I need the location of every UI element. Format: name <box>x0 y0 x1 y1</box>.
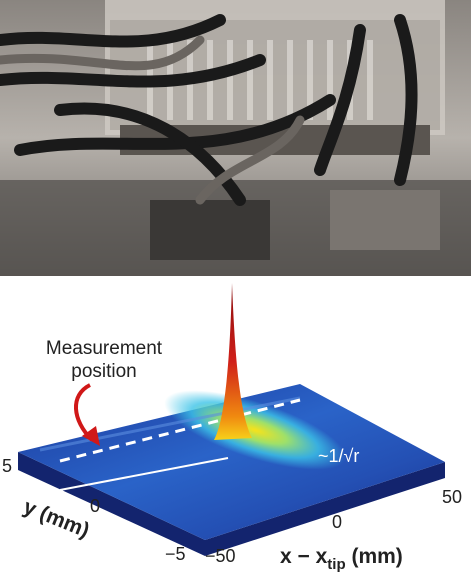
surface-side <box>18 452 445 556</box>
y-tick-label: 5 <box>2 456 12 476</box>
x-axis-label-sub: tip <box>327 556 345 573</box>
y-tick-label: 0 <box>90 496 100 516</box>
photo <box>0 0 471 276</box>
x-tick-label: −50 <box>205 546 236 566</box>
surface-glow <box>164 390 346 470</box>
x-tick-label: 50 <box>442 487 462 507</box>
tip-peak <box>214 283 252 440</box>
surface-plot <box>18 283 445 556</box>
x-tick-label: 0 <box>332 512 342 532</box>
arrow-head <box>82 426 100 446</box>
x-axis-label: x − xtip (mm) <box>280 545 403 573</box>
tip-line <box>59 457 229 491</box>
x-axis-label-unit: (mm) <box>346 545 403 568</box>
scaling-label: ~1/√r <box>318 446 359 466</box>
annotation: position <box>71 361 137 382</box>
y-axis-label: y (mm) <box>20 495 92 542</box>
ridge <box>39 396 301 452</box>
surface <box>18 384 445 540</box>
annotation: Measurement <box>46 338 163 359</box>
x-axis-label-main: x − x <box>280 545 328 568</box>
y-tick-label: −5 <box>165 544 186 564</box>
measurement-line <box>59 398 301 463</box>
